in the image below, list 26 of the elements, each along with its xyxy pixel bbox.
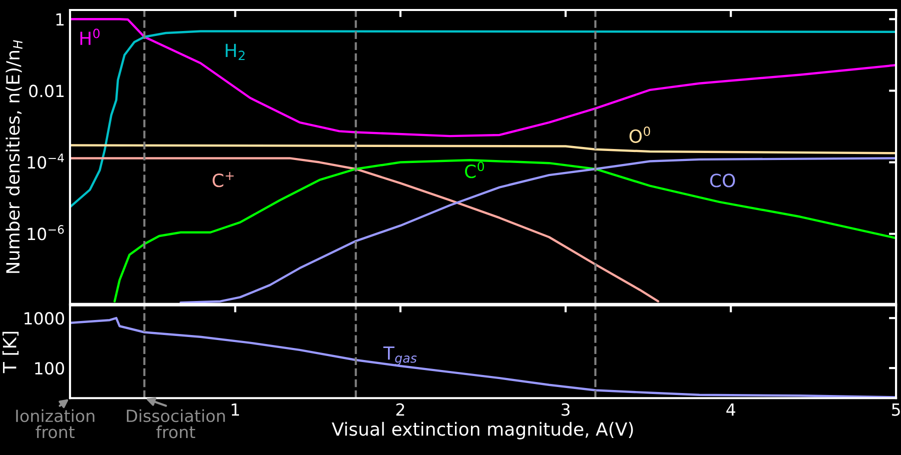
x-axis-title: Visual extinction magnitude, A(V) (332, 422, 633, 440)
y-axis-title: Number densities, n(E)/n$_{H}$ (6, 40, 22, 273)
series-label: C$^{+}$ (212, 172, 234, 188)
y-axis-title: T [K] (2, 332, 19, 374)
annotation: Dissociation front (126, 409, 225, 438)
series-label: C$^{0}$ (465, 162, 484, 178)
line-series (70, 144, 896, 154)
series-label: CO (710, 174, 735, 188)
x-tick-label: 2 (396, 403, 404, 416)
y-tick-label: 100 (35, 362, 64, 375)
series-label: O$^{0}$ (630, 126, 650, 144)
y-tick-label: 1000 (24, 312, 64, 325)
y-tick-label: 0.01 (29, 84, 64, 98)
y-tick-label: 10$^{−6}$ (28, 225, 64, 240)
line-series (70, 30, 896, 208)
x-tick-label: 1 (232, 404, 239, 416)
text: Ionization front (16, 409, 94, 438)
line-series (70, 157, 660, 302)
x-tick-label: 3 (562, 403, 570, 416)
series-label: H$^{0}$ (80, 28, 100, 45)
y-tick-label: 10$^{−4}$ (28, 154, 64, 169)
x-tick-label: 5 (892, 404, 900, 416)
series-label: T$_{gas}$ (383, 346, 417, 366)
y-tick-label: 1 (56, 13, 64, 26)
x-tick-label: 4 (726, 404, 736, 416)
series-label: H$_{2}$ (226, 44, 245, 60)
